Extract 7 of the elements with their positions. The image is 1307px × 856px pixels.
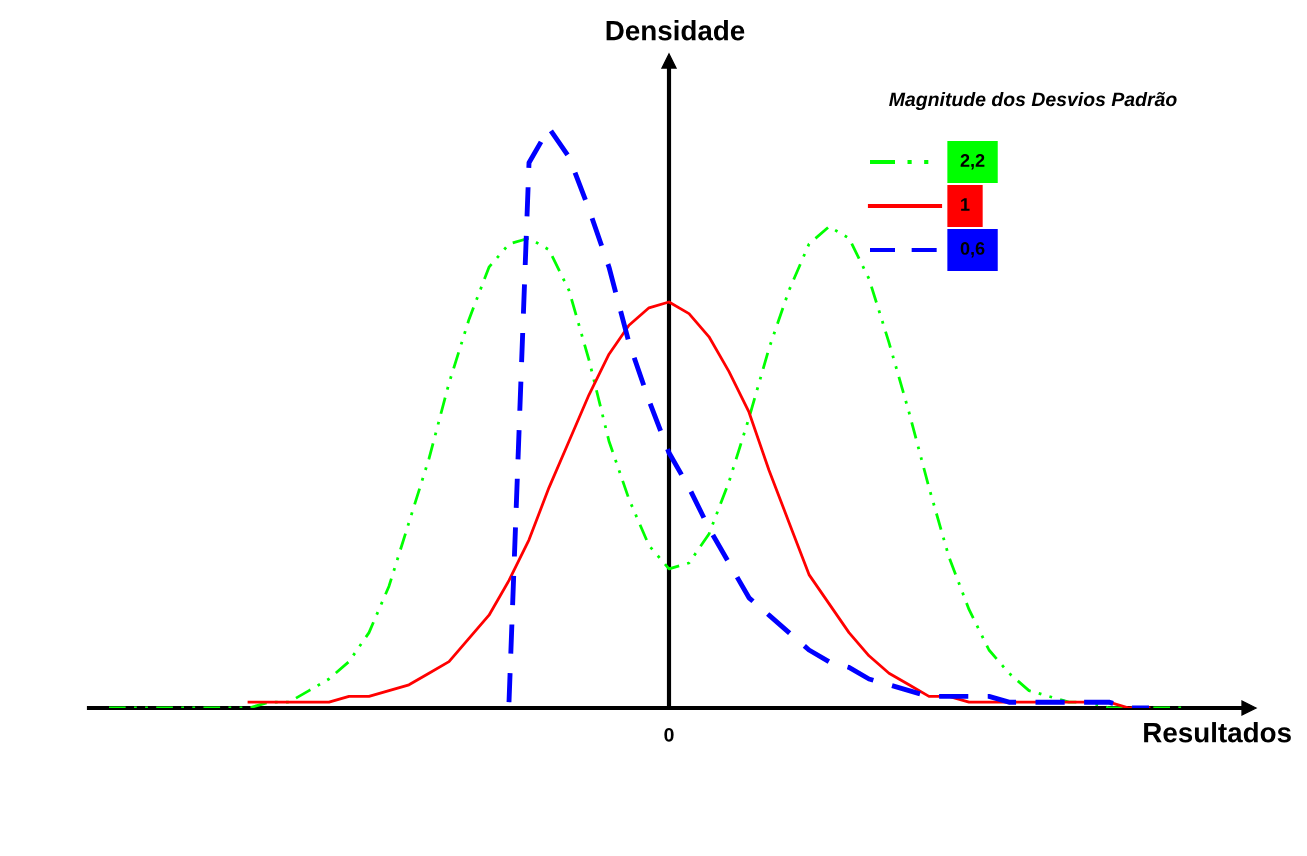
y-axis-title: Densidade bbox=[606, 20, 745, 41]
legend-label: 2,2 bbox=[960, 154, 985, 170]
x-axis-title: Resultados bbox=[1144, 722, 1291, 743]
legend-label: 0,6 bbox=[960, 242, 985, 258]
legend-title: Magnitude dos Desvios Padrão bbox=[889, 91, 1177, 111]
legend-label: 1 bbox=[961, 198, 970, 211]
text: 0 bbox=[664, 727, 674, 742]
